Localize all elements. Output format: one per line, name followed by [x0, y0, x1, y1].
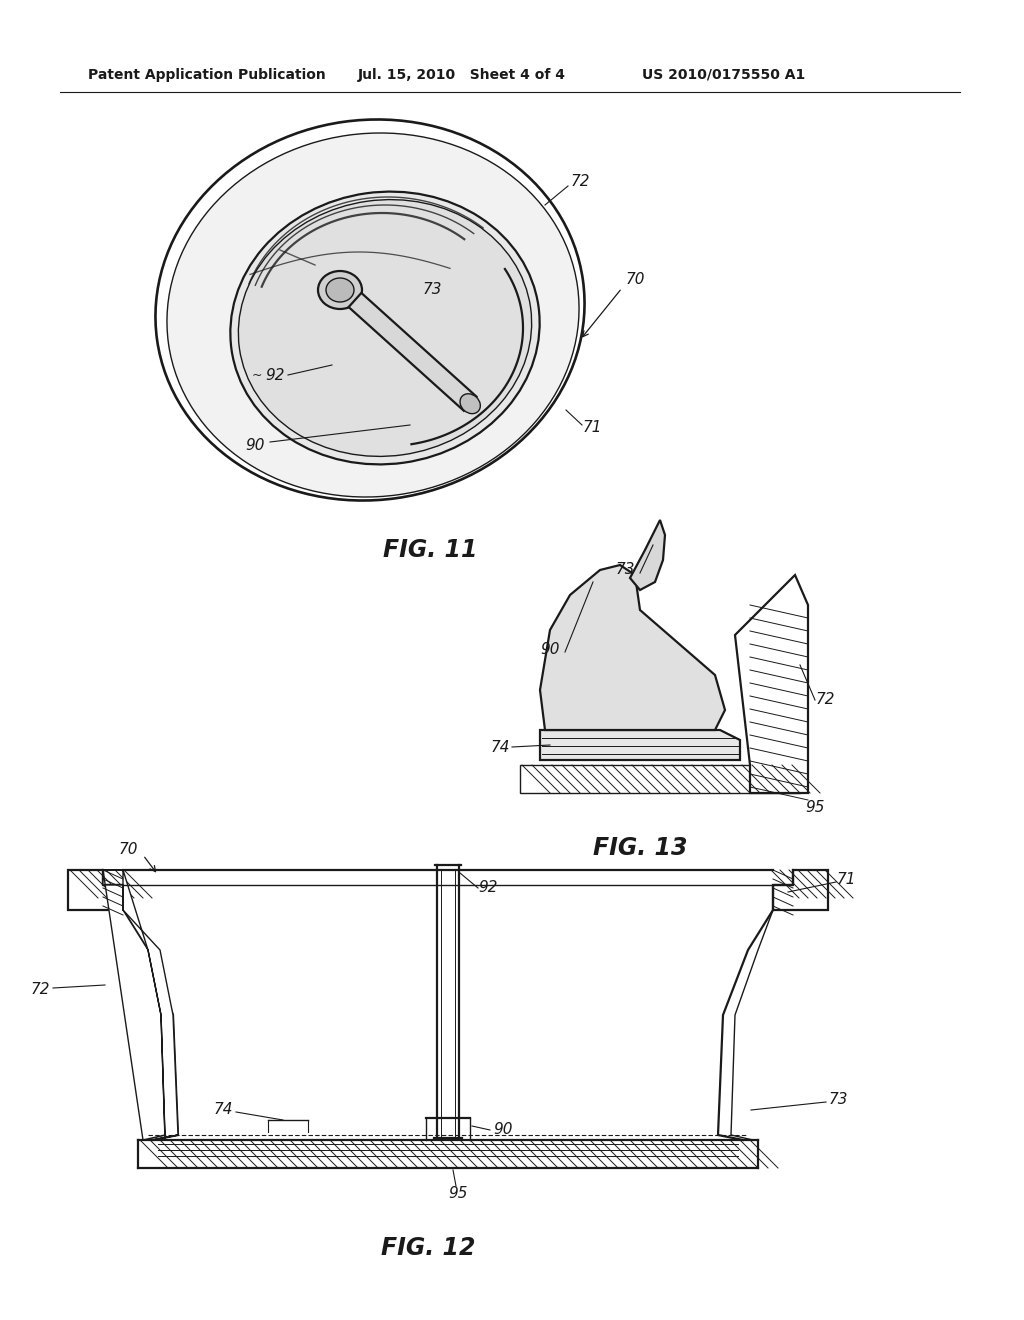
Text: 92: 92	[478, 880, 498, 895]
Text: Jul. 15, 2010   Sheet 4 of 4: Jul. 15, 2010 Sheet 4 of 4	[358, 69, 566, 82]
Text: FIG. 12: FIG. 12	[381, 1236, 475, 1261]
Ellipse shape	[326, 279, 354, 302]
Text: 95: 95	[449, 1185, 468, 1200]
Text: Patent Application Publication: Patent Application Publication	[88, 69, 326, 82]
Text: US 2010/0175550 A1: US 2010/0175550 A1	[642, 69, 805, 82]
Text: 90: 90	[494, 1122, 513, 1138]
Text: 72: 72	[31, 982, 50, 998]
Polygon shape	[520, 766, 800, 793]
Text: 70: 70	[626, 272, 645, 288]
Text: 71: 71	[583, 421, 602, 436]
Ellipse shape	[167, 133, 579, 498]
Polygon shape	[540, 730, 740, 760]
Text: 74: 74	[213, 1102, 232, 1118]
Text: 73: 73	[828, 1093, 848, 1107]
Polygon shape	[630, 520, 665, 590]
Text: 70: 70	[118, 842, 138, 858]
Polygon shape	[735, 576, 808, 793]
Ellipse shape	[460, 393, 480, 413]
Text: 71: 71	[837, 873, 856, 887]
Text: 74: 74	[490, 739, 510, 755]
Polygon shape	[773, 870, 828, 909]
Text: 73: 73	[422, 282, 441, 297]
Text: 90: 90	[246, 437, 265, 453]
Ellipse shape	[230, 191, 540, 465]
Text: 92: 92	[265, 367, 285, 383]
Ellipse shape	[318, 271, 362, 309]
Polygon shape	[348, 293, 476, 411]
Text: ~: ~	[252, 368, 262, 381]
Text: 90: 90	[541, 643, 560, 657]
Text: FIG. 13: FIG. 13	[593, 836, 687, 861]
Polygon shape	[540, 565, 725, 730]
Text: 72: 72	[815, 693, 835, 708]
Polygon shape	[68, 870, 123, 909]
Text: 95: 95	[805, 800, 824, 816]
Polygon shape	[103, 870, 178, 1140]
Text: 72: 72	[570, 174, 590, 190]
Text: FIG. 11: FIG. 11	[383, 539, 477, 562]
Ellipse shape	[239, 199, 531, 457]
Text: 73: 73	[615, 562, 635, 578]
